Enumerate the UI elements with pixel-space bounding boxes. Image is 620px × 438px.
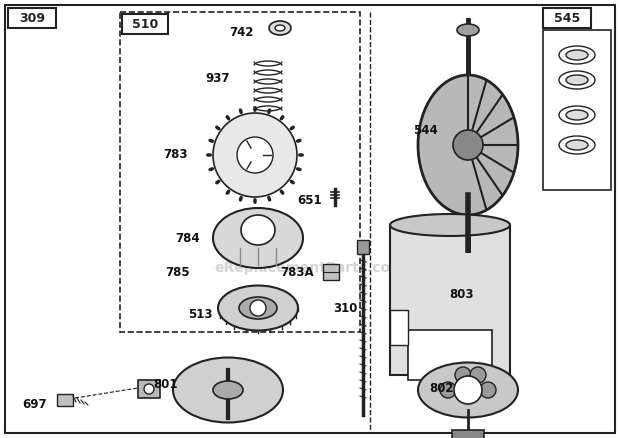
Bar bbox=[543, 8, 591, 28]
FancyArrowPatch shape bbox=[269, 110, 270, 113]
Text: 544: 544 bbox=[413, 124, 437, 137]
Ellipse shape bbox=[418, 363, 518, 417]
Bar bbox=[120, 12, 360, 332]
Ellipse shape bbox=[239, 297, 277, 319]
FancyArrowPatch shape bbox=[228, 191, 229, 193]
Circle shape bbox=[454, 376, 482, 404]
Circle shape bbox=[250, 300, 266, 316]
Ellipse shape bbox=[566, 50, 588, 60]
FancyArrowPatch shape bbox=[217, 127, 219, 129]
Bar bbox=[357, 240, 369, 254]
Circle shape bbox=[455, 367, 471, 383]
Ellipse shape bbox=[559, 46, 595, 64]
FancyArrowPatch shape bbox=[210, 169, 213, 170]
Bar bbox=[390, 310, 408, 345]
Ellipse shape bbox=[559, 136, 595, 154]
Circle shape bbox=[237, 137, 273, 173]
FancyArrowPatch shape bbox=[228, 117, 229, 119]
Ellipse shape bbox=[241, 215, 275, 245]
Ellipse shape bbox=[213, 208, 303, 268]
Bar bbox=[390, 225, 510, 375]
Circle shape bbox=[440, 382, 456, 398]
Bar bbox=[452, 430, 484, 438]
Text: 801: 801 bbox=[153, 378, 177, 392]
Text: 513: 513 bbox=[188, 308, 212, 321]
Circle shape bbox=[144, 384, 154, 394]
Bar bbox=[8, 8, 56, 28]
Ellipse shape bbox=[218, 286, 298, 331]
Text: 651: 651 bbox=[298, 194, 322, 206]
FancyArrowPatch shape bbox=[281, 191, 283, 193]
FancyArrowPatch shape bbox=[291, 127, 293, 129]
Text: 803: 803 bbox=[450, 289, 474, 301]
Ellipse shape bbox=[566, 75, 588, 85]
Ellipse shape bbox=[275, 25, 285, 31]
FancyArrowPatch shape bbox=[298, 169, 300, 170]
Bar bbox=[138, 380, 160, 398]
Ellipse shape bbox=[559, 71, 595, 89]
FancyArrowPatch shape bbox=[217, 181, 219, 183]
Ellipse shape bbox=[457, 24, 479, 36]
Text: 783A: 783A bbox=[280, 265, 314, 279]
Text: 937: 937 bbox=[206, 71, 230, 85]
FancyArrowPatch shape bbox=[291, 181, 293, 183]
Ellipse shape bbox=[566, 110, 588, 120]
Bar bbox=[122, 14, 168, 34]
Bar bbox=[408, 330, 492, 380]
Text: 545: 545 bbox=[554, 11, 580, 25]
Ellipse shape bbox=[213, 381, 243, 399]
Ellipse shape bbox=[453, 130, 483, 160]
Circle shape bbox=[213, 113, 297, 197]
Ellipse shape bbox=[418, 75, 518, 215]
Bar bbox=[57, 394, 73, 406]
FancyArrowPatch shape bbox=[281, 117, 283, 119]
Text: 310: 310 bbox=[333, 301, 357, 314]
Text: eReplacementParts.com: eReplacementParts.com bbox=[215, 261, 405, 275]
Text: 784: 784 bbox=[175, 232, 200, 244]
Bar bbox=[543, 30, 611, 190]
Text: 785: 785 bbox=[166, 265, 190, 279]
Text: 309: 309 bbox=[19, 11, 45, 25]
Bar bbox=[323, 264, 339, 280]
Text: 742: 742 bbox=[230, 25, 254, 39]
Text: 783: 783 bbox=[162, 148, 187, 162]
Ellipse shape bbox=[173, 357, 283, 423]
Circle shape bbox=[480, 382, 496, 398]
Text: 697: 697 bbox=[23, 399, 47, 411]
Text: 802: 802 bbox=[430, 381, 454, 395]
Ellipse shape bbox=[559, 106, 595, 124]
Ellipse shape bbox=[566, 140, 588, 150]
FancyArrowPatch shape bbox=[269, 198, 270, 200]
Circle shape bbox=[470, 367, 486, 383]
Text: 510: 510 bbox=[132, 18, 158, 31]
Ellipse shape bbox=[269, 21, 291, 35]
Ellipse shape bbox=[390, 214, 510, 236]
